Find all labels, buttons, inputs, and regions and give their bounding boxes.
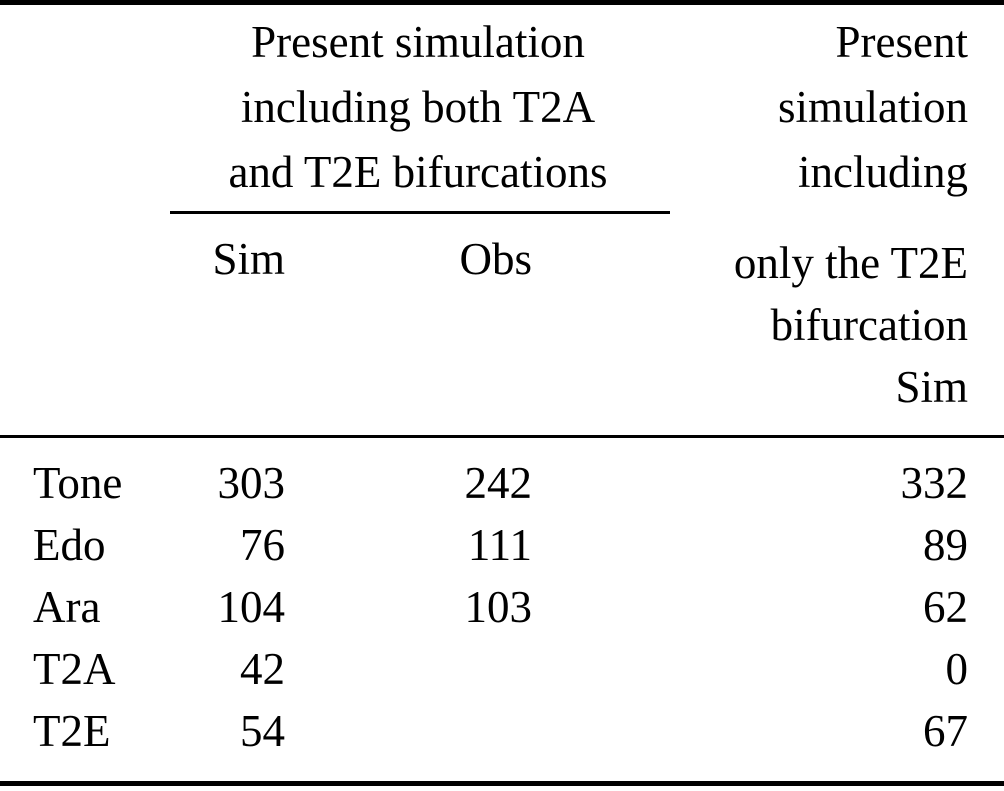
right-header-line-2: simulation	[778, 82, 968, 132]
right-header-line-6: Sim	[895, 362, 968, 412]
cell-t2e-only-sim: 89	[923, 520, 968, 570]
cell-obs: 242	[464, 458, 533, 508]
cell-t2e-only-sim: 67	[923, 706, 968, 756]
row-label: T2A	[33, 644, 116, 694]
cell-obs	[285, 638, 532, 700]
subheader-obs: Obs	[459, 234, 532, 284]
cell-sim: 303	[217, 458, 286, 508]
cell-sim: 54	[240, 706, 285, 756]
right-header-line-4: only the T2E	[733, 238, 968, 288]
group-header-line-1: Present simulation	[251, 17, 585, 67]
right-column-header-bottom: only the T2E bifurcation Sim	[600, 232, 968, 418]
cell-sim: 104	[217, 582, 286, 632]
table-top-rule	[0, 0, 1004, 5]
table-mid-rule	[0, 435, 1004, 438]
cell-t2e-only-sim: 62	[923, 582, 968, 632]
subheader-sim: Sim	[212, 234, 285, 284]
table-bottom-rule	[0, 781, 1004, 786]
right-column-header-top: Present simulation including	[600, 10, 968, 205]
right-header-line-1: Present	[835, 17, 968, 67]
cell-sim: 76	[240, 520, 285, 570]
row-label: Edo	[33, 520, 106, 570]
cell-t2e-only-sim: 0	[945, 644, 969, 694]
row-label: T2E	[33, 706, 111, 756]
row-label: Ara	[33, 582, 101, 632]
row-label: Tone	[33, 458, 123, 508]
cell-obs: 103	[464, 582, 533, 632]
cell-sim: 42	[240, 644, 285, 694]
subheader-spacer	[33, 228, 170, 290]
table-body: Tone 303 242 332 Edo 76 111 89 Ara 104 1…	[33, 452, 968, 762]
right-header-line-3: including	[798, 147, 968, 197]
group-header-spanner-rule	[170, 211, 670, 214]
group-header-line-2: including both T2A	[240, 82, 596, 132]
cell-obs	[285, 700, 532, 762]
subheader-row: Sim Obs	[33, 228, 968, 290]
group-header-both-bifurcations: Present simulation including both T2A an…	[158, 10, 678, 205]
cell-t2e-only-sim: 332	[900, 458, 969, 508]
right-header-line-5: bifurcation	[770, 300, 968, 350]
cell-obs: 111	[467, 520, 532, 570]
group-header-line-3: and T2E bifurcations	[228, 147, 608, 197]
